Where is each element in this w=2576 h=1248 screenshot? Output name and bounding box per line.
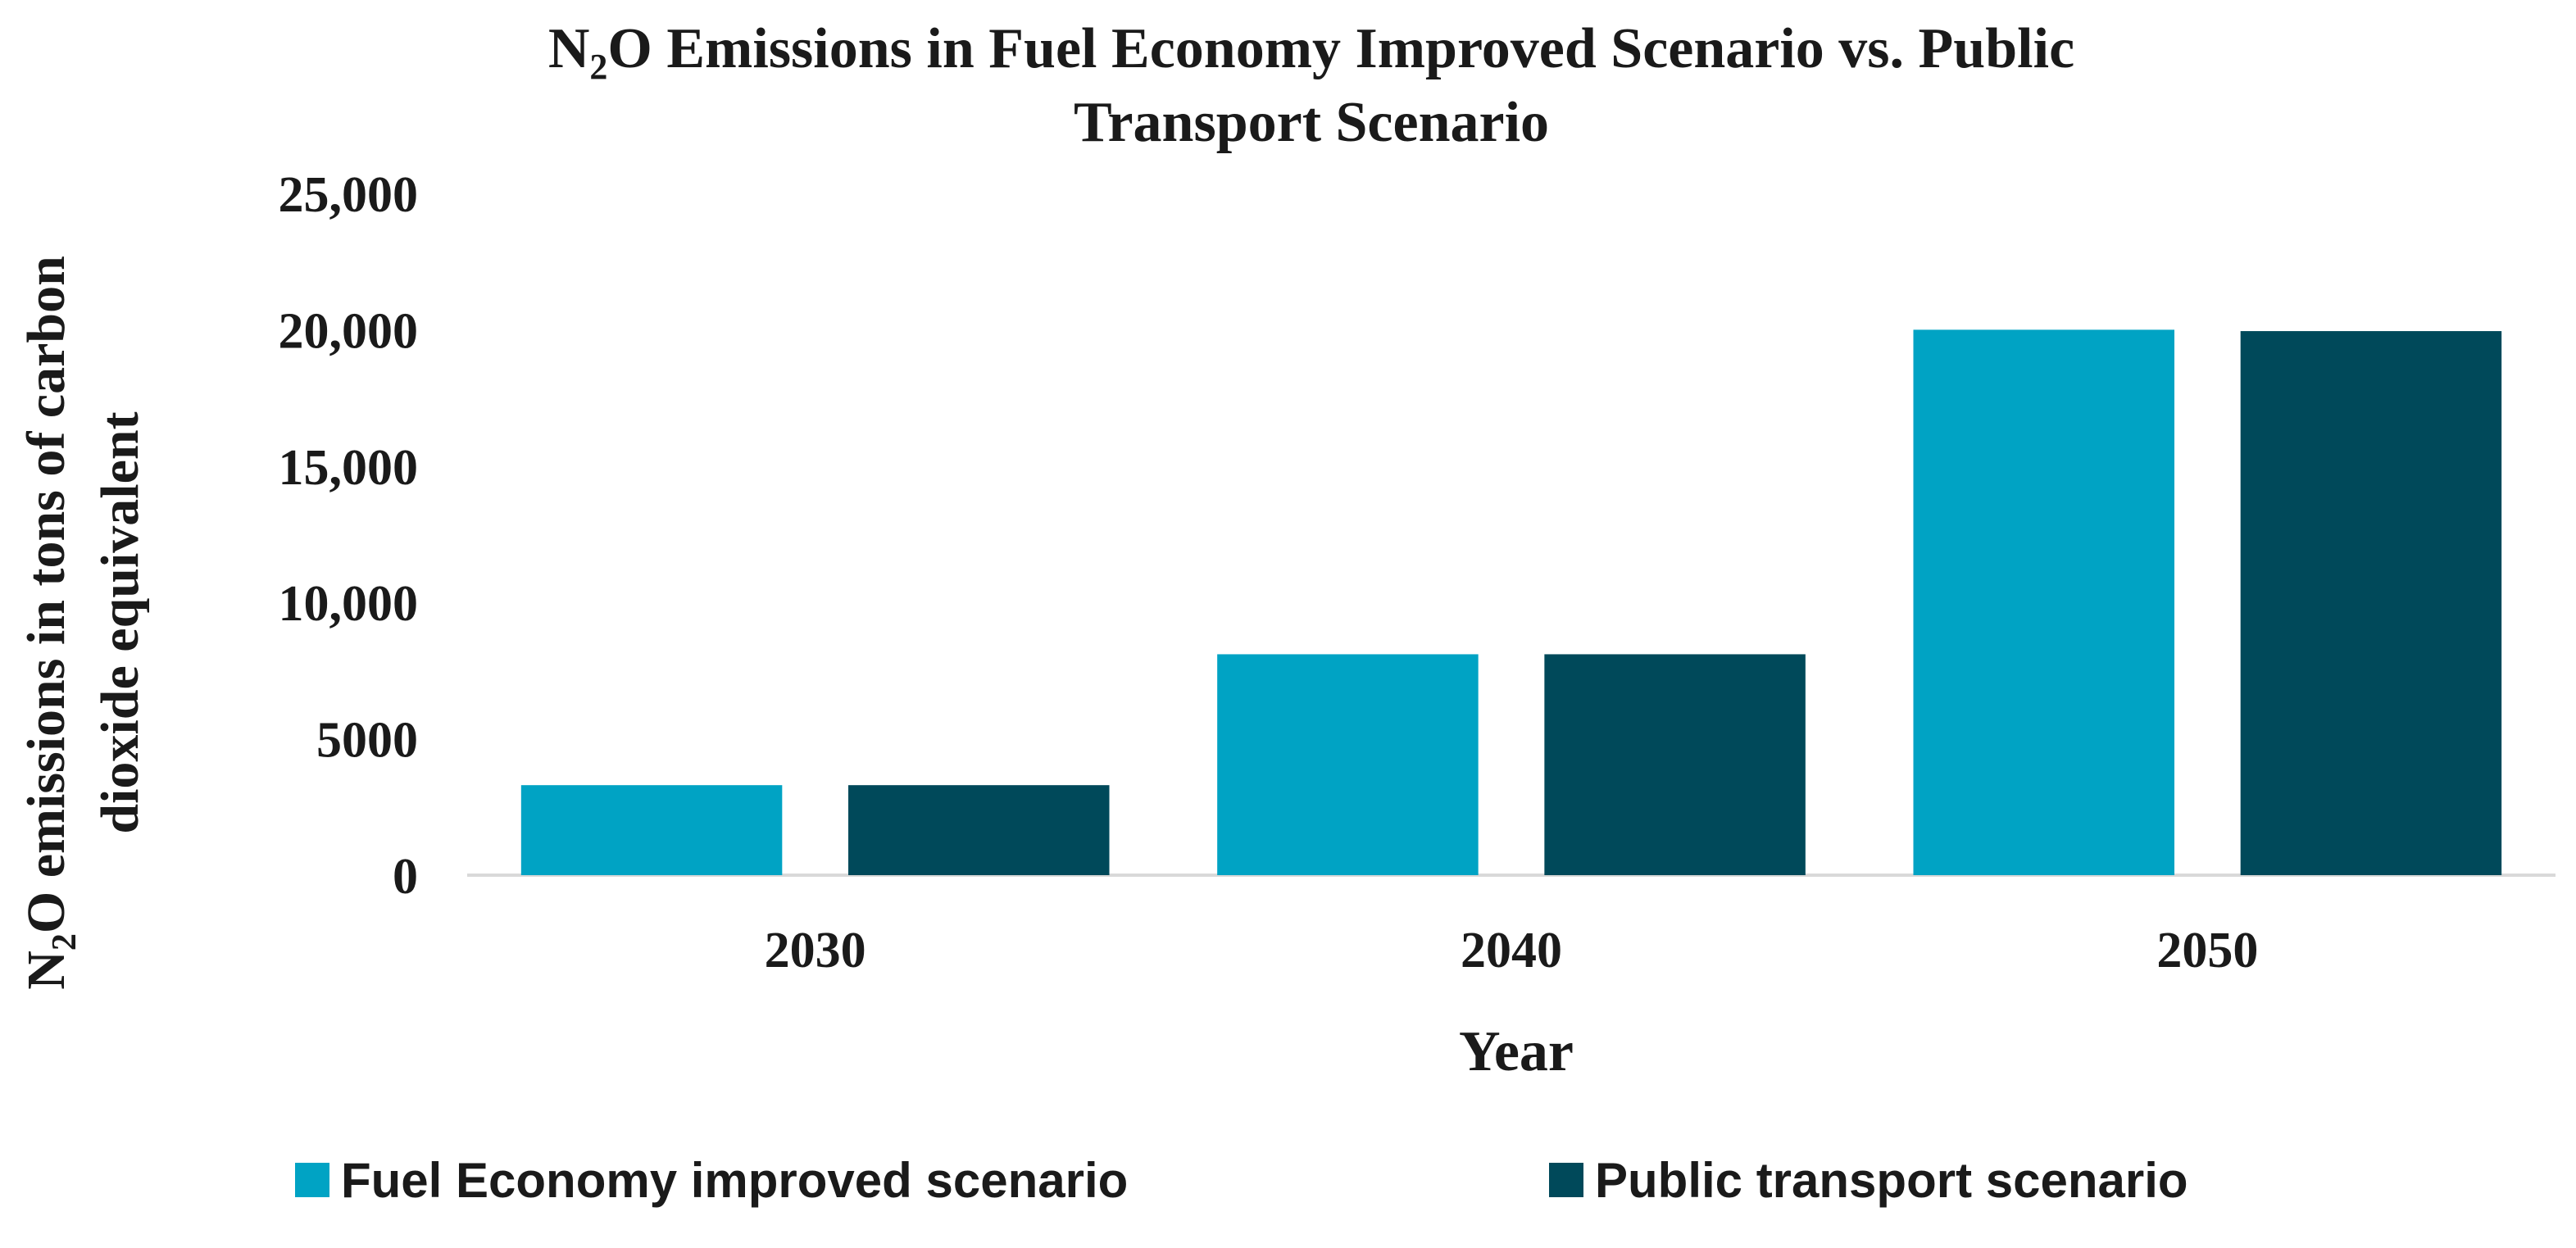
x-tick-label: 2050 <box>2156 923 2258 978</box>
bar-2030-series-0 <box>520 785 783 875</box>
x-axis-label: Year <box>1459 1020 1574 1083</box>
chart-title-line1: N2O Emissions in Fuel Economy Improved S… <box>548 17 2074 87</box>
bars-group <box>520 329 2502 876</box>
bar-2030-series-1 <box>848 785 1110 875</box>
y-axis-label-line2: dioxide equivalent <box>90 411 150 833</box>
bar-2050-series-1 <box>2240 331 2502 876</box>
legend: Fuel Economy improved scenario Public tr… <box>0 1147 2576 1213</box>
bar-2050-series-0 <box>1913 329 2174 875</box>
y-tick-label: 25,000 <box>279 167 419 223</box>
legend-item-fuel-economy: Fuel Economy improved scenario <box>295 1147 1128 1213</box>
legend-label-fuel-economy: Fuel Economy improved scenario <box>341 1152 1129 1208</box>
x-tick-label: 2040 <box>1461 923 1562 978</box>
y-tick-label: 20,000 <box>279 303 419 359</box>
legend-label-public-transport: Public transport scenario <box>1595 1152 2188 1208</box>
bar-2040-series-0 <box>1217 654 1479 875</box>
y-ticks-group: 0 5000 10,000 15,000 20,000 25,000 <box>279 167 419 905</box>
y-tick-label: 5000 <box>316 713 418 769</box>
legend-swatch-public-transport <box>1549 1163 1583 1197</box>
y-tick-label: 10,000 <box>279 576 419 632</box>
y-axis-label-line1: N2O emissions in tons of carbon <box>16 256 84 990</box>
chart-title-line2: Transport Scenario <box>1074 91 1549 154</box>
x-tick-label: 2030 <box>765 923 866 978</box>
y-tick-label: 15,000 <box>279 440 419 496</box>
y-tick-label: 0 <box>393 849 418 905</box>
bar-2040-series-1 <box>1544 654 1806 875</box>
legend-item-public-transport: Public transport scenario <box>1549 1147 2188 1213</box>
legend-swatch-fuel-economy <box>295 1163 329 1197</box>
x-ticks-group: 2030 2040 2050 <box>765 923 2259 978</box>
